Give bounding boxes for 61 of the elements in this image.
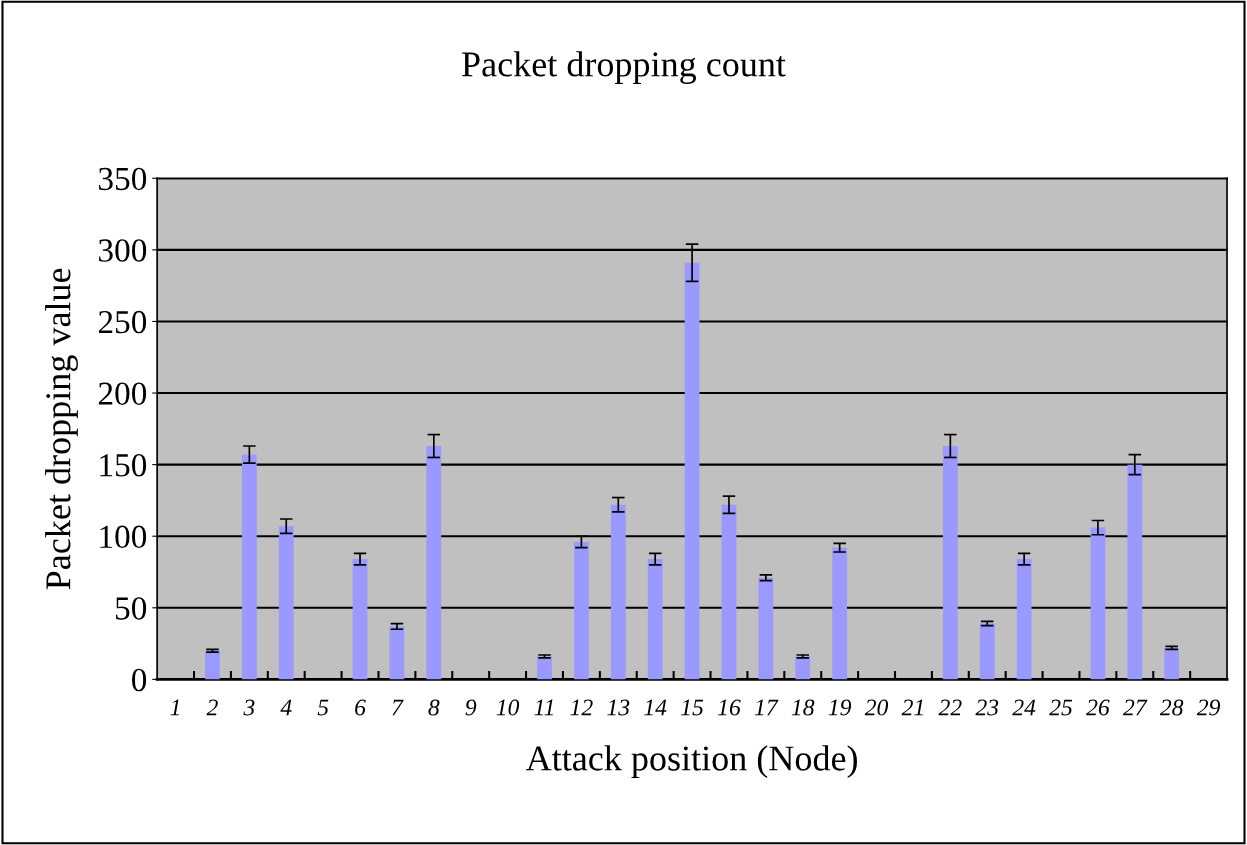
x-tick-label: 1 — [170, 699, 179, 716]
y-tick-label: 350 — [98, 167, 147, 191]
bar — [1016, 559, 1032, 680]
x-tick-label: 7 — [392, 699, 404, 716]
x-tick-label: 27 — [1123, 699, 1148, 716]
x-tick-label: 16 — [718, 699, 741, 716]
chart-title: Packet dropping count — [462, 51, 786, 85]
x-tick-label: 24 — [1012, 699, 1036, 716]
y-tick-label: 300 — [98, 239, 147, 262]
x-tick-label: 3 — [243, 699, 255, 716]
x-tick-label: 20 — [864, 699, 889, 716]
bar — [1090, 527, 1106, 680]
y-tick-label: 150 — [100, 454, 147, 477]
bar — [574, 541, 589, 680]
y-axis-title: Packet dropping value — [45, 268, 78, 590]
bar — [721, 504, 737, 680]
bar — [979, 623, 995, 680]
y-tick-label: 0 — [132, 668, 147, 692]
bar — [352, 559, 368, 680]
x-tick-label: 28 — [1159, 699, 1184, 716]
x-tick-label: 2 — [206, 699, 218, 716]
bar — [278, 526, 294, 680]
x-tick-label: 6 — [355, 699, 366, 716]
x-tick-label: 17 — [754, 699, 779, 716]
bar — [647, 559, 663, 680]
y-tick-label: 100 — [100, 525, 147, 549]
bar — [942, 446, 958, 680]
x-tick-label: 25 — [1049, 699, 1073, 716]
x-tick-label: 8 — [428, 699, 440, 716]
bar — [1127, 464, 1143, 680]
bar — [684, 262, 700, 680]
x-tick-label: 10 — [496, 699, 520, 716]
x-tick-label: 26 — [1086, 699, 1110, 716]
bar — [537, 656, 552, 680]
x-tick-label: 4 — [280, 699, 292, 716]
y-tick-label: 200 — [98, 382, 147, 405]
x-tick-label: 11 — [534, 699, 553, 716]
bar — [610, 504, 626, 680]
bar — [389, 626, 405, 680]
x-axis-title: Attack position (Node) — [525, 745, 857, 778]
x-tick-label: 21 — [901, 699, 923, 716]
bar — [205, 650, 220, 680]
x-tick-label: 22 — [938, 699, 962, 716]
x-tick-label: 9 — [465, 699, 477, 716]
y-tick-label: 250 — [98, 310, 147, 334]
bar — [758, 577, 774, 680]
bar — [426, 446, 442, 680]
bar — [1164, 647, 1180, 680]
bar — [795, 656, 811, 680]
x-tick-label: 29 — [1196, 699, 1221, 716]
y-tick-label: 50 — [116, 597, 147, 620]
x-tick-label: 5 — [317, 699, 329, 716]
x-tick-label: 23 — [975, 699, 999, 716]
x-tick-label: 12 — [570, 699, 593, 716]
x-tick-label: 13 — [607, 699, 630, 716]
x-tick-label: 14 — [644, 699, 667, 716]
x-tick-label: 19 — [828, 699, 852, 716]
x-tick-label: 18 — [791, 699, 815, 716]
x-tick-label: 15 — [681, 699, 704, 716]
bar — [241, 454, 257, 680]
bar — [832, 547, 848, 680]
